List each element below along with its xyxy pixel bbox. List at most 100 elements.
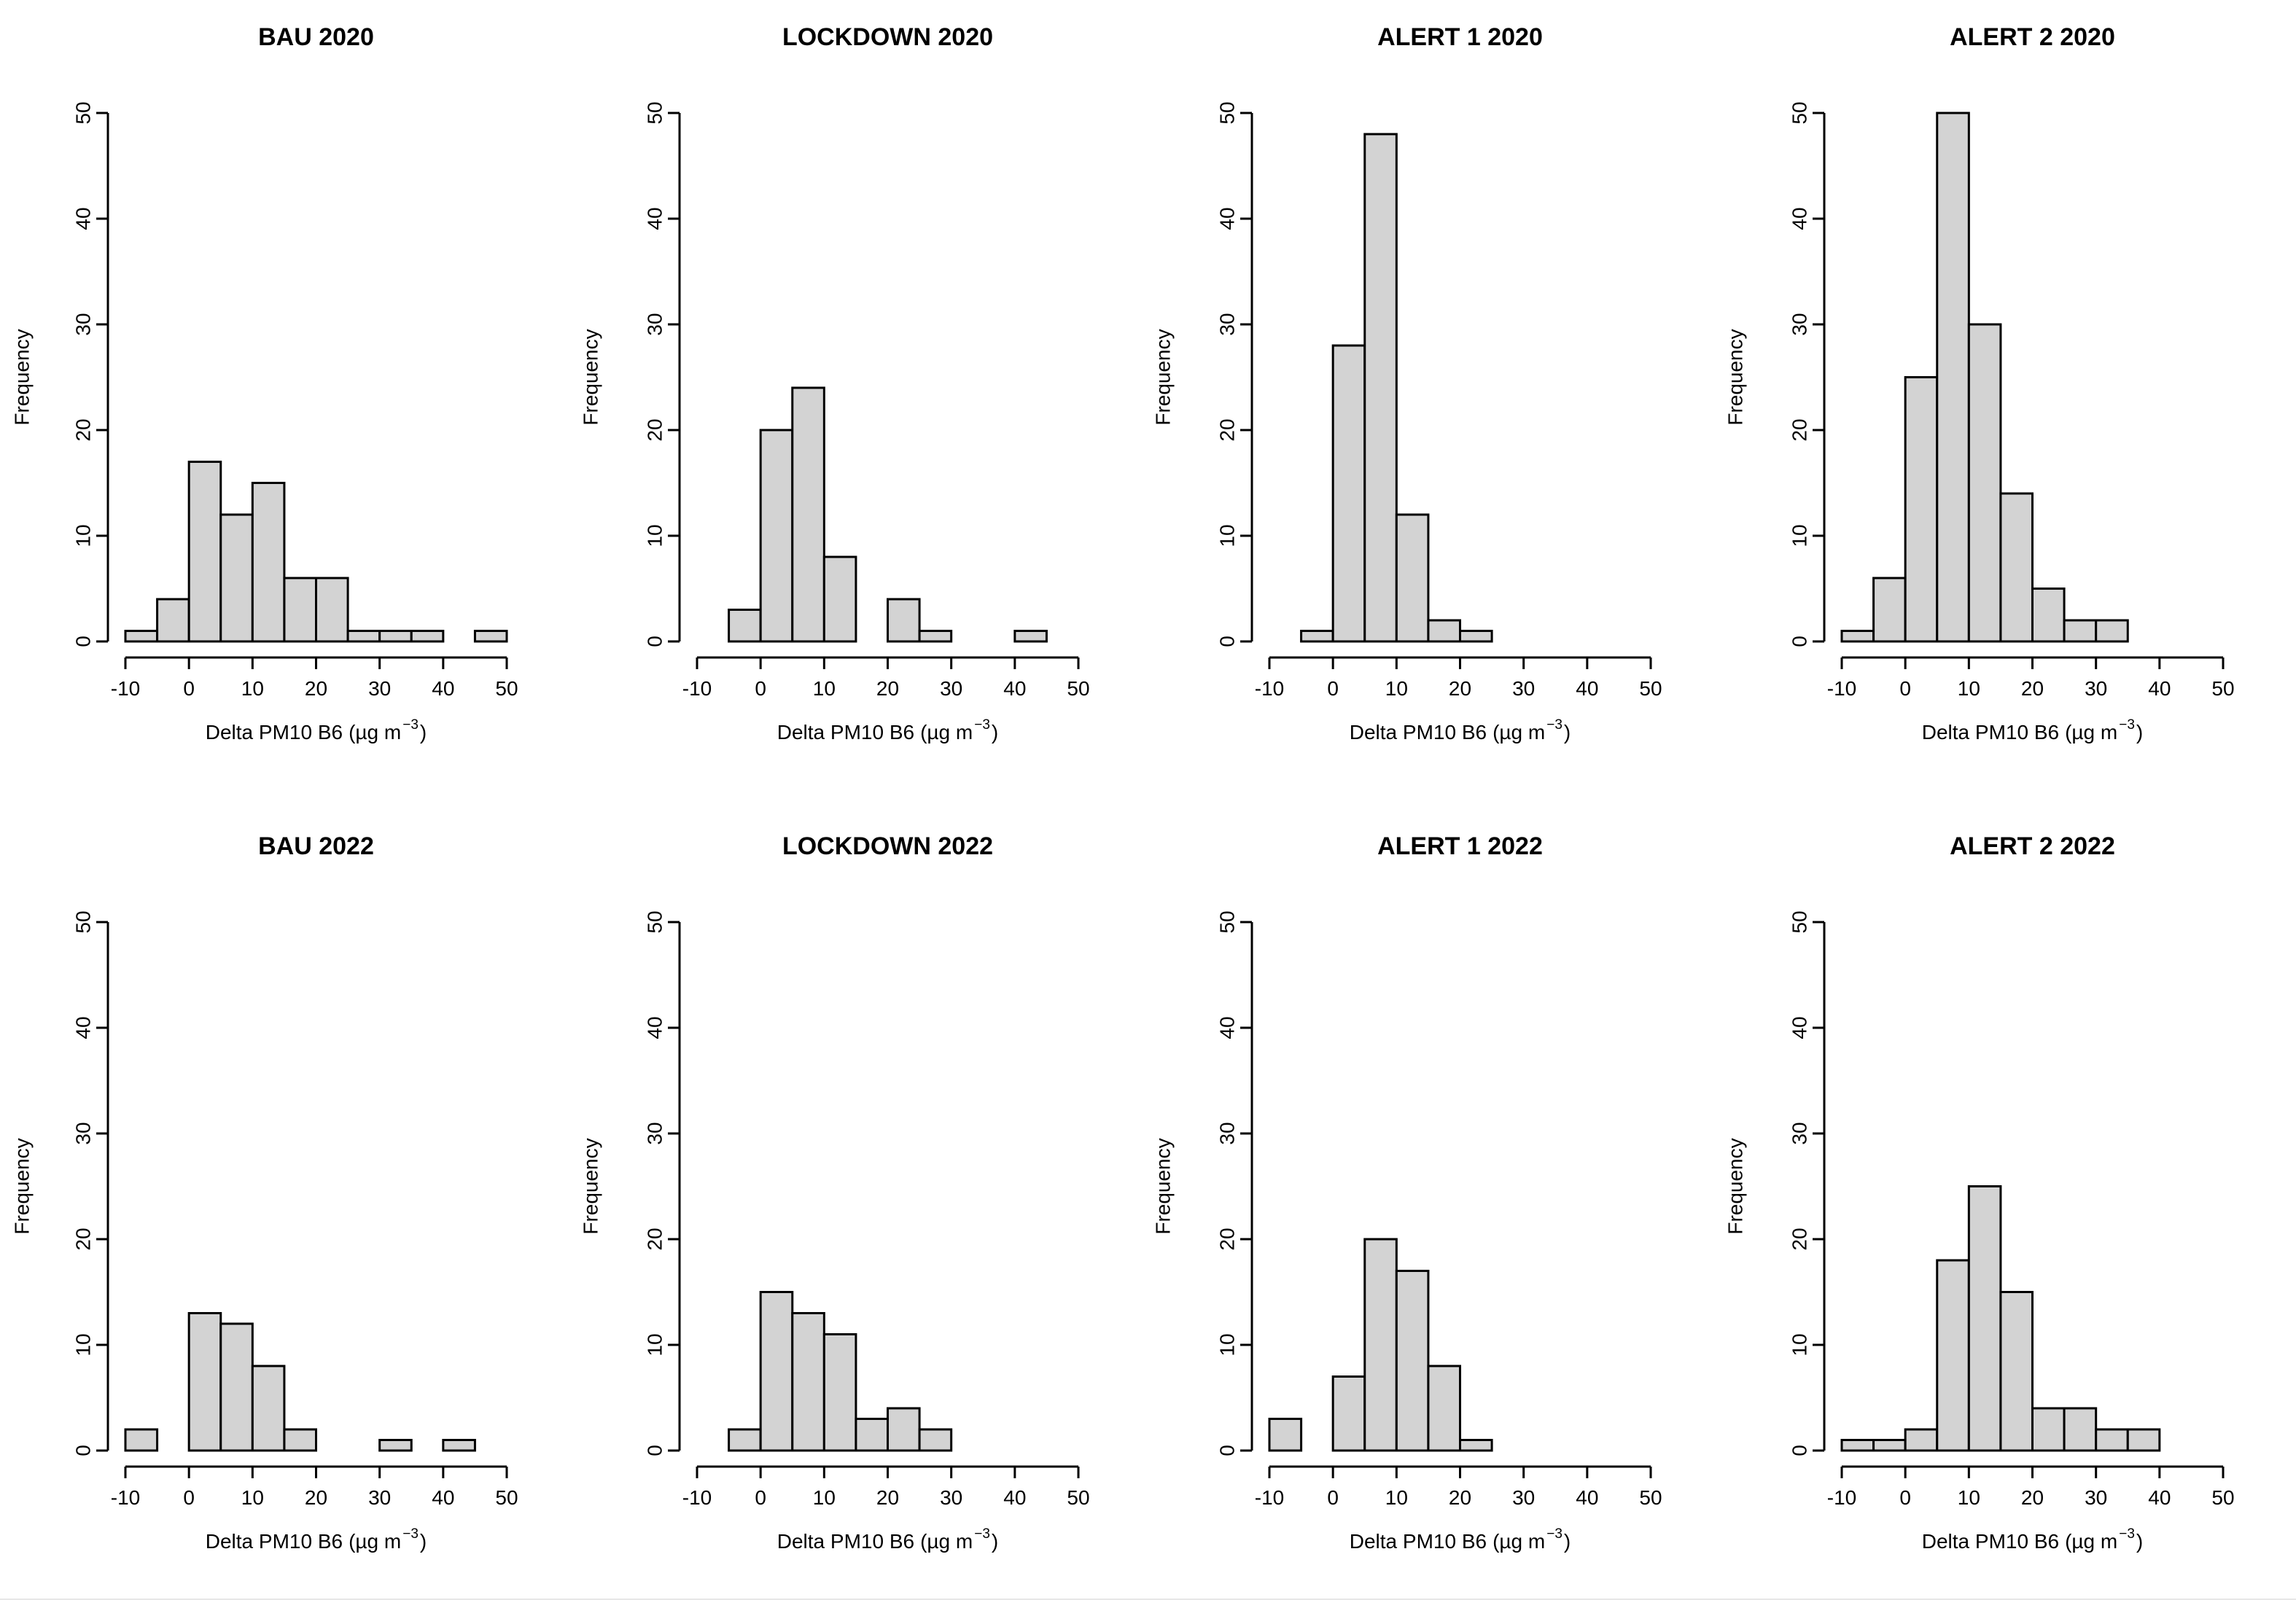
y-tick-label: 50	[644, 910, 666, 933]
x-tick-label: -10	[1827, 1486, 1856, 1509]
y-tick-label: 0	[644, 636, 666, 647]
histogram-bar	[283, 577, 317, 643]
x-tick-label: 10	[1385, 677, 1408, 700]
x-axis-label-unit: (µg m	[920, 1530, 973, 1553]
y-axis-label: Frequency	[580, 329, 602, 425]
y-tick-label: 10	[644, 1333, 666, 1356]
histogram-panel: ALERT 2 2020 0 10 20 30 40 50 Frequency -10 0 10 20…	[1724, 23, 2235, 743]
y-tick-label: 20	[644, 418, 666, 441]
y-tick-label: 10	[1216, 1333, 1239, 1356]
histogram-bar	[1363, 133, 1398, 643]
histogram-bar	[791, 386, 825, 643]
histogram-bar	[346, 630, 381, 643]
x-axis-label: Delta PM10 B6 (µg m −3)	[206, 717, 427, 743]
x-axis-label-close: )	[992, 721, 998, 743]
histogram-bar	[1999, 1291, 2034, 1452]
panel-title: LOCKDOWN 2020	[782, 23, 993, 51]
y-tick-label: 50	[1216, 910, 1239, 933]
histogram-bar	[219, 1322, 254, 1452]
y-tick-label: 0	[72, 636, 95, 647]
x-tick-label: 30	[368, 677, 391, 700]
histogram-bar	[2031, 1407, 2066, 1452]
x-axis-label-quantity: Delta PM10 B6	[1350, 721, 1487, 743]
y-tick-label: 50	[1216, 101, 1239, 124]
x-tick-label: 0	[1899, 677, 1911, 700]
y-tick-label: 10	[72, 1333, 95, 1356]
histogram-bar	[156, 598, 190, 643]
x-axis-label-quantity: Delta PM10 B6	[777, 1530, 914, 1553]
histogram-bar	[1872, 577, 1907, 643]
histogram-bar	[2095, 1428, 2129, 1452]
histogram-bar	[283, 1428, 317, 1452]
x-axis-label-unit: (µg m	[349, 721, 401, 743]
histogram-bar	[2095, 619, 2129, 643]
x-axis-label-quantity: Delta PM10 B6	[1350, 1530, 1487, 1553]
x-tick-label: 0	[1327, 1486, 1339, 1509]
histogram-bar	[887, 598, 921, 643]
histogram-bar	[1967, 1185, 2002, 1452]
y-tick-label: 20	[72, 1228, 95, 1250]
y-tick-label: 10	[1789, 1333, 1811, 1356]
x-tick-label: 40	[1576, 1486, 1598, 1509]
x-tick-label: 10	[1958, 677, 1980, 700]
histogram-bar	[1013, 630, 1048, 643]
x-tick-label: -10	[682, 1486, 712, 1509]
y-tick-label: 0	[644, 1445, 666, 1456]
y-tick-label: 30	[1216, 313, 1239, 335]
bottom-divider	[0, 1599, 2296, 1600]
histogram-panel: ALERT 2 2022 0 10 20 30 40 50 Frequency -10 0 10 20…	[1724, 832, 2235, 1553]
x-axis-label-quantity: Delta PM10 B6	[777, 721, 914, 743]
x-axis-label: Delta PM10 B6 (µg m −3)	[777, 717, 998, 743]
x-axis-label-exponent: −3	[402, 717, 419, 733]
histogram-bar	[1967, 323, 2002, 643]
histogram-bar	[315, 577, 349, 643]
x-tick-label: -10	[111, 1486, 140, 1509]
x-tick-label: 10	[241, 677, 264, 700]
x-tick-label: 50	[1067, 1486, 1089, 1509]
x-axis-label-close: )	[1564, 1530, 1571, 1553]
x-axis-label-unit: (µg m	[349, 1530, 401, 1553]
y-tick-label: 10	[1789, 524, 1811, 547]
histogram-panel: BAU 2020 0 10 20 30 40 50 Frequency -10 0 10 20 30 40…	[11, 23, 518, 743]
x-tick-label: 20	[2021, 1486, 2044, 1509]
histogram-bar	[2063, 1407, 2098, 1452]
histogram-bar	[1904, 1428, 1939, 1452]
x-tick-label: 30	[1512, 1486, 1535, 1509]
x-tick-label: 0	[183, 677, 195, 700]
x-tick-label: 0	[183, 1486, 195, 1509]
histogram-bar	[378, 630, 413, 643]
x-tick-label: 50	[495, 1486, 518, 1509]
x-tick-label: 50	[2211, 677, 2234, 700]
x-tick-label: 50	[2211, 1486, 2234, 1509]
y-tick-label: 30	[1216, 1122, 1239, 1144]
x-tick-label: 40	[1003, 1486, 1026, 1509]
y-tick-label: 0	[72, 1445, 95, 1456]
x-axis-label-unit: (µg m	[1493, 721, 1545, 743]
x-axis-label-close: )	[2136, 721, 2143, 743]
y-tick-label: 20	[1216, 418, 1239, 441]
x-tick-label: 50	[495, 677, 518, 700]
x-tick-label: 20	[2021, 677, 2044, 700]
histogram-bar	[1363, 1238, 1398, 1452]
histogram-bar	[187, 1312, 222, 1452]
x-tick-label: 10	[241, 1486, 264, 1509]
histogram-bar	[124, 1428, 159, 1452]
histogram-bar	[759, 1291, 794, 1452]
histogram-bar	[1840, 1439, 1875, 1452]
histogram-bar	[1904, 376, 1939, 643]
y-tick-label: 40	[72, 207, 95, 230]
x-axis-label-quantity: Delta PM10 B6	[206, 1530, 343, 1553]
x-axis-label-close: )	[992, 1530, 998, 1553]
y-axis-label: Frequency	[11, 1138, 34, 1234]
x-axis-label: Delta PM10 B6 (µg m −3)	[777, 1526, 998, 1553]
x-tick-label: -10	[682, 677, 712, 700]
y-tick-label: 30	[72, 1122, 95, 1144]
histogram-bar	[251, 482, 286, 643]
y-tick-label: 40	[72, 1016, 95, 1039]
x-tick-label: -10	[1255, 677, 1284, 700]
x-axis-label-close: )	[420, 1530, 427, 1553]
x-axis-label-exponent: −3	[402, 1526, 419, 1542]
histogram-bar	[442, 1439, 476, 1452]
y-tick-label: 20	[644, 1228, 666, 1250]
x-axis-label-unit: (µg m	[2065, 721, 2117, 743]
